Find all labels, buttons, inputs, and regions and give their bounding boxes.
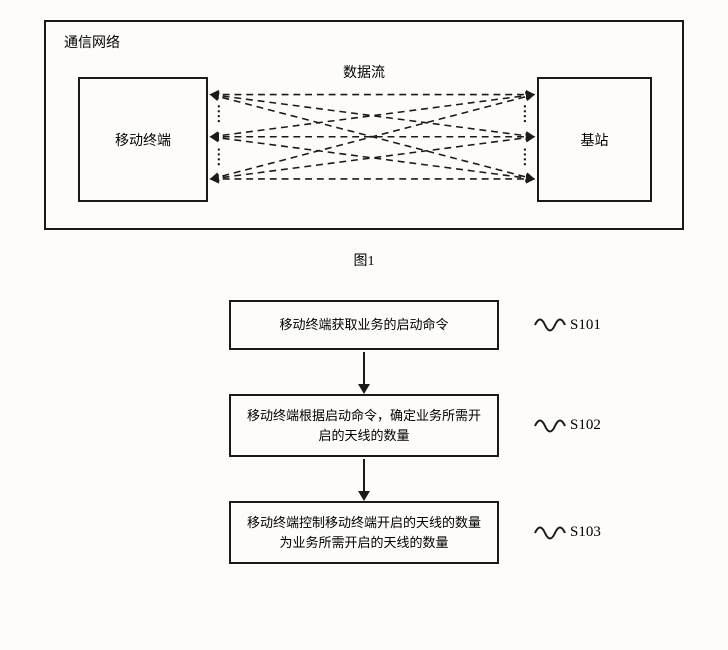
flowchart-step-row: 移动终端获取业务的启动命令 S101 [114, 300, 614, 350]
flowchart-step-label: S102 [534, 415, 601, 437]
flowchart-step-box: 移动终端控制移动终端开启的天线的数量为业务所需开启的天线的数量 [229, 501, 499, 564]
flowchart-arrow-down [363, 459, 365, 499]
base-station-node: 基站 [537, 77, 652, 202]
base-station-label: 基站 [581, 130, 609, 150]
mobile-terminal-node: 移动终端 [78, 77, 208, 202]
flowchart-step-row: 移动终端根据启动命令，确定业务所需开启的天线的数量 S102 [114, 394, 614, 457]
flowchart-step-label: S101 [534, 314, 601, 336]
flowchart-arrow-down [363, 352, 365, 392]
flowchart-step-label: S103 [534, 522, 601, 544]
network-title: 通信网络 [64, 32, 120, 52]
network-container: 通信网络 数据流 移动终端 基站 [44, 20, 684, 230]
flowchart-step-row: 移动终端控制移动终端开启的天线的数量为业务所需开启的天线的数量 S103 [114, 501, 614, 564]
mobile-terminal-label: 移动终端 [115, 130, 171, 150]
flowchart-step-box: 移动终端获取业务的启动命令 [229, 300, 499, 350]
dataflow-label: 数据流 [343, 62, 385, 82]
flowchart-step-box: 移动终端根据启动命令，确定业务所需开启的天线的数量 [229, 394, 499, 457]
figure1-caption: 图1 [40, 250, 688, 270]
flowchart-container: 移动终端获取业务的启动命令 S101 移动终端根据启动命令，确定业务所需开启的天线的… [114, 300, 614, 564]
